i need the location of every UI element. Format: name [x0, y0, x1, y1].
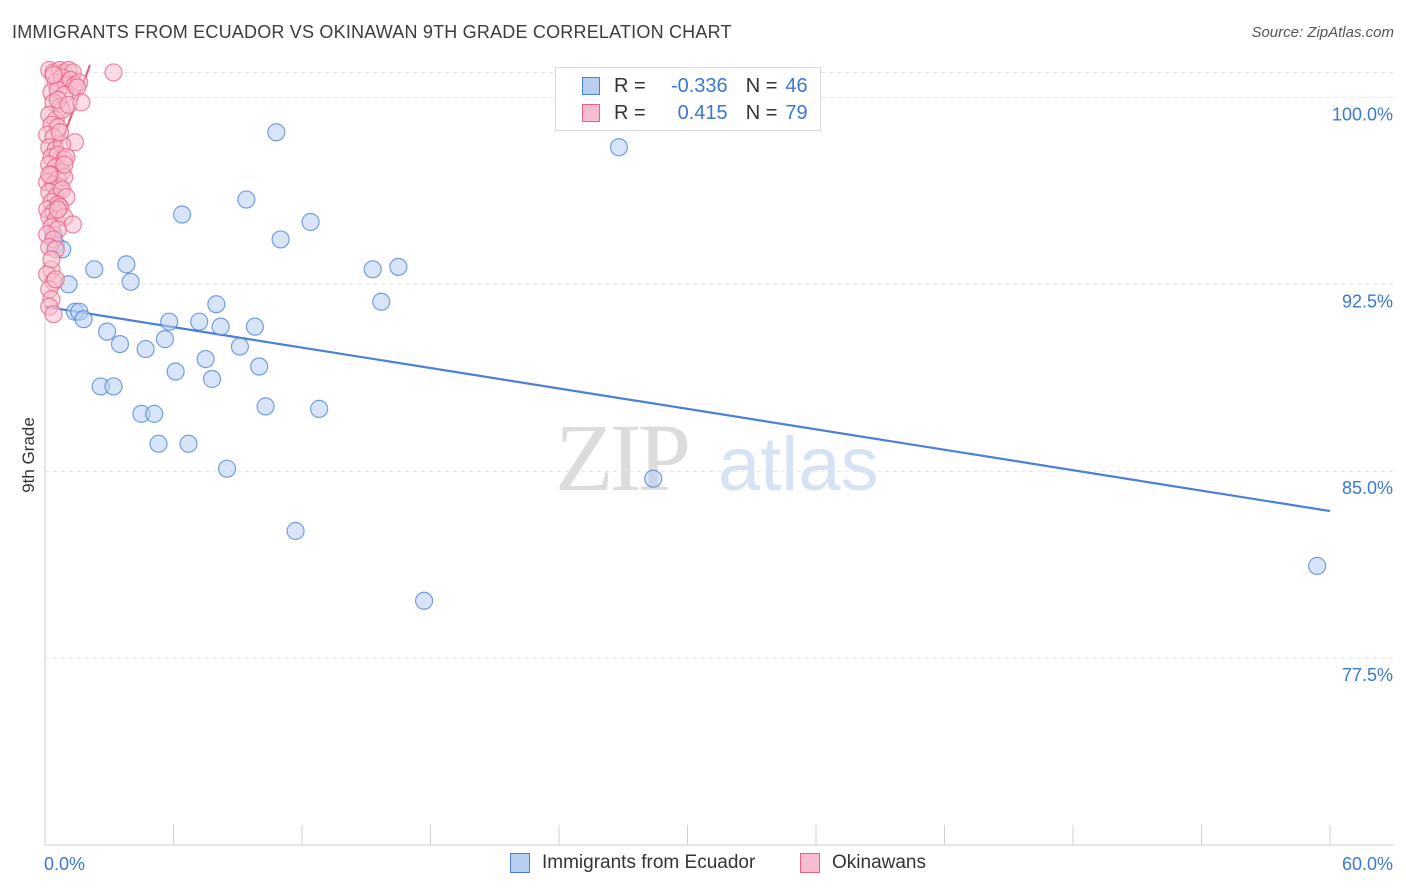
ecuador-point	[149, 434, 168, 453]
ecuador-point	[310, 399, 329, 418]
axis-labels: 77.5% 85.0% 92.5% 100.0% 0.0% 60.0% 9th Grade	[19, 104, 1393, 874]
ecuador-point	[230, 337, 249, 356]
gridlines	[45, 71, 1394, 659]
okinawan-point	[44, 65, 63, 85]
ecuador-point	[211, 317, 230, 336]
legend-n-value-ecuador: 46	[785, 74, 808, 97]
chart-source: Source: ZipAtlas.com	[1251, 24, 1394, 41]
legend-row-ecuador: R = -0.336 N = 46	[582, 74, 808, 98]
ecuador-point	[609, 138, 629, 157]
ecuador-point	[179, 434, 198, 453]
ecuador-point	[217, 459, 237, 478]
ecuador-point	[160, 312, 179, 331]
chart-title: IMMIGRANTS FROM ECUADOR VS OKINAWAN 9TH …	[12, 22, 732, 42]
legend-row-okinawans: R = 0.415 N = 79	[582, 101, 808, 125]
correlation-legend: R = -0.336 N = 46 R = 0.415 N = 79	[555, 67, 821, 131]
ecuador-point	[363, 260, 382, 279]
bottom-legend-label-okinawans: Okinawans	[832, 852, 926, 873]
watermark-zip: ZIP	[555, 404, 688, 511]
data-points	[38, 60, 1327, 610]
y-tick-label: 92.5%	[1342, 291, 1393, 311]
watermark-atlas: atlas	[718, 422, 879, 507]
ecuador-point	[104, 377, 123, 396]
okinawan-point	[44, 305, 63, 324]
ecuador-point	[389, 257, 408, 276]
legend-r-value-okinawans: 0.415	[677, 101, 728, 124]
ecuador-point	[250, 357, 269, 376]
y-axis-title: 9th Grade	[19, 417, 38, 493]
legend-n-label: N =	[745, 101, 778, 124]
okinawan-point	[72, 93, 91, 112]
ecuador-trend-line	[44, 305, 1331, 513]
ecuador-point	[301, 212, 320, 232]
bottom-legend-ecuador: Immigrants from Ecuador	[510, 852, 755, 874]
okinawan-point	[42, 250, 61, 269]
bottom-legend-okinawans: Okinawans	[800, 852, 926, 874]
ecuador-point	[145, 404, 164, 423]
ecuador-point	[196, 349, 215, 369]
legend-r-value-ecuador: -0.336	[670, 74, 728, 97]
okinawan-point	[50, 123, 70, 142]
ecuador-point	[256, 397, 275, 416]
okinawan-point	[55, 155, 74, 174]
ecuador-point	[245, 317, 264, 336]
ecuador-point	[121, 272, 140, 291]
ecuador-point	[286, 521, 305, 541]
x-tick-label: 0.0%	[44, 854, 85, 874]
okinawan-point	[40, 165, 59, 184]
ecuador-point	[414, 591, 434, 610]
bottom-legend-label-ecuador: Immigrants from Ecuador	[542, 852, 756, 873]
ecuador-point	[136, 339, 155, 359]
okinawan-point	[68, 78, 87, 97]
ecuador-point	[85, 260, 104, 279]
ecuador-point	[190, 312, 209, 331]
ecuador-point	[155, 330, 175, 349]
ecuador-point	[644, 469, 663, 488]
legend-swatch-ecuador	[582, 77, 600, 95]
bottom-legend-swatch-okinawans	[800, 853, 820, 873]
ecuador-point	[271, 230, 290, 249]
ecuador-point	[237, 190, 256, 209]
okinawan-point	[46, 270, 65, 289]
ecuador-point	[117, 255, 136, 274]
ecuador-point	[202, 369, 222, 389]
legend-n-label: N =	[745, 74, 778, 97]
y-tick-label: 100.0%	[1332, 104, 1393, 124]
trend-lines	[43, 64, 1331, 513]
legend-r-label: R =	[614, 101, 646, 124]
ecuador-point	[166, 362, 185, 381]
x-tick-label: 60.0%	[1342, 854, 1393, 874]
legend-r-label: R =	[614, 74, 646, 97]
ecuador-point	[1308, 556, 1327, 575]
okinawan-point	[48, 200, 67, 219]
ecuador-point	[207, 295, 226, 314]
ecuador-point	[110, 334, 130, 354]
ecuador-point	[267, 123, 286, 142]
y-tick-label: 77.5%	[1342, 665, 1393, 685]
okinawan-point	[104, 63, 123, 82]
watermark: ZIP atlas	[555, 404, 879, 511]
legend-n-value-okinawans: 79	[785, 101, 808, 124]
bottom-legend-swatch-ecuador	[510, 853, 530, 873]
ecuador-point	[172, 205, 192, 224]
legend-swatch-okinawans	[582, 104, 600, 122]
ecuador-point	[98, 322, 117, 341]
ecuador-point	[74, 310, 93, 329]
ecuador-point	[372, 292, 391, 311]
y-tick-label: 85.0%	[1342, 478, 1393, 498]
